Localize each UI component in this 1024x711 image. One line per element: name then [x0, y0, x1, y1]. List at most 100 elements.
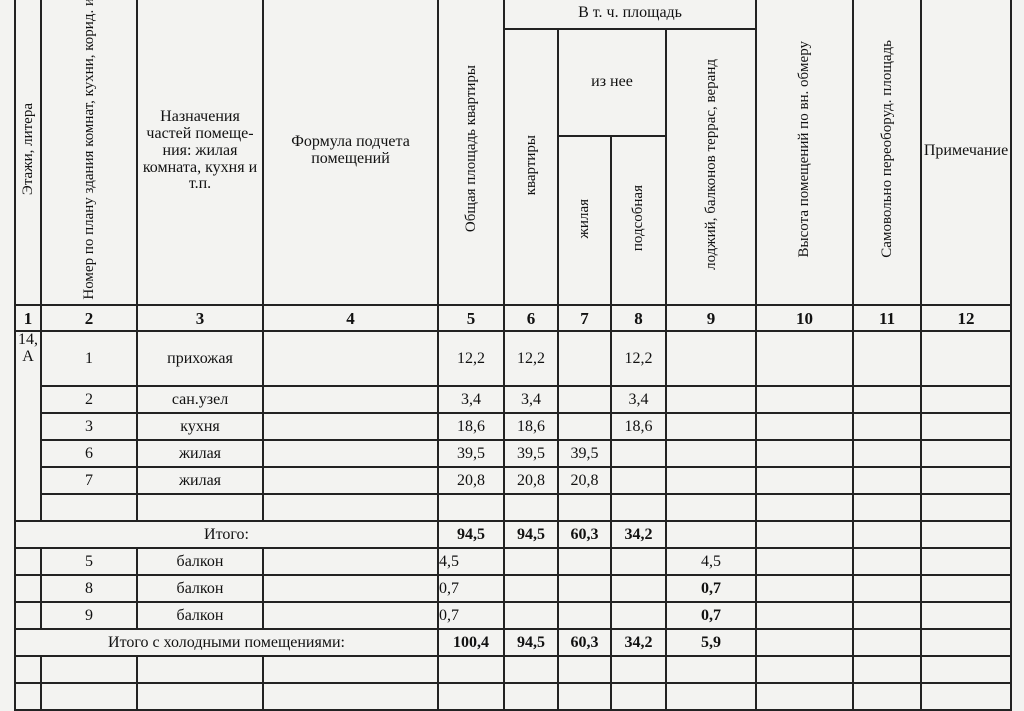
header-unauthorized: Самовольно переоборуд. площадь — [852, 0, 923, 307]
empty-cell — [755, 466, 855, 496]
empty-cell — [920, 466, 1013, 496]
table-row — [15, 493, 1013, 523]
aux-area: 18,6 — [610, 412, 667, 442]
empty-cell — [437, 655, 505, 685]
empty-cell — [136, 682, 264, 711]
empty-cell — [557, 682, 612, 711]
living-area — [557, 385, 612, 415]
empty-cell — [503, 655, 559, 685]
total-area: 3,4 — [437, 385, 505, 415]
col-num: 4 — [262, 304, 439, 333]
room-number: 5 — [40, 547, 138, 577]
room-name: жилая — [136, 439, 264, 469]
empty-cell — [664, 493, 758, 523]
header-total-area: Общая площадь квартиры — [437, 0, 505, 307]
header-group-area: В т. ч. площадь — [502, 0, 758, 30]
balcony-area: 0,7 — [664, 601, 758, 631]
table-row — [14, 655, 1013, 685]
room-name: жилая — [136, 466, 264, 496]
table-row: 7 жилая 20,8 20,8 20,8 — [15, 466, 1013, 496]
empty-cell — [262, 682, 439, 711]
empty-cell — [262, 439, 439, 469]
empty-cell — [852, 655, 923, 685]
total-area: 0,7 — [437, 601, 505, 631]
empty-cell — [852, 385, 923, 415]
balcony-area — [664, 330, 758, 388]
empty-cell — [920, 655, 1013, 685]
empty-cell — [136, 655, 264, 685]
grand-total-balcony: 5,9 — [664, 628, 758, 658]
balcony-area — [664, 412, 758, 442]
empty-cell — [755, 628, 855, 658]
header-note: Примечание — [920, 0, 1013, 307]
flat-area: 18,6 — [503, 412, 559, 442]
empty-cell — [664, 520, 758, 550]
empty-cell — [852, 520, 923, 550]
room-name: кухня — [136, 412, 264, 442]
total-area: 39,5 — [437, 439, 505, 469]
table-row: 14, А 1 прихожая 12,2 12,2 12,2 — [14, 330, 1013, 523]
column-numbers-row: 1 2 3 4 5 6 7 8 9 10 11 12 — [14, 304, 1013, 333]
room-number: 6 — [40, 439, 138, 469]
table-row: 3 кухня 18,6 18,6 18,6 — [15, 412, 1013, 442]
room-number: 1 — [40, 330, 138, 388]
subtotal-total: 94,5 — [437, 520, 505, 550]
empty-cell — [755, 547, 855, 577]
col-num: 1 — [14, 304, 42, 333]
empty-cell — [437, 682, 505, 711]
room-number: 2 — [40, 385, 138, 415]
room-area-table: Этажи, литера Номер по плану здания комн… — [14, 0, 1013, 711]
living-area: 39,5 — [557, 439, 612, 469]
col-num: 5 — [437, 304, 505, 333]
total-area: 20,8 — [437, 466, 505, 496]
table-row: Итого с холодными помещениями: 100,4 94,5 6… — [14, 628, 1013, 658]
table-row: 9 балкон 0,7 0,7 — [14, 601, 1013, 631]
empty-cell — [262, 601, 439, 631]
grand-total-total: 100,4 — [437, 628, 505, 658]
col-num: 9 — [664, 304, 758, 333]
empty-cell — [262, 385, 439, 415]
table-row: 8 балкон 0,7 0,7 — [14, 574, 1013, 604]
empty-cell — [503, 493, 559, 523]
empty-cell — [262, 547, 439, 577]
empty-cell — [755, 574, 855, 604]
room-number: 9 — [40, 601, 138, 631]
balcony-area — [664, 466, 758, 496]
header-height: Высота помещений по вн. обмеру — [755, 0, 855, 307]
empty-cell — [136, 493, 264, 523]
empty-cell — [610, 574, 667, 604]
room-number: 8 — [40, 574, 138, 604]
header-living: жилая — [557, 134, 612, 307]
room-name: балкон — [136, 547, 264, 577]
empty-cell — [920, 412, 1013, 442]
flat-area: 20,8 — [503, 466, 559, 496]
empty-cell — [755, 330, 855, 388]
header-of-which: из нее — [557, 28, 667, 137]
empty-cell — [262, 574, 439, 604]
empty-cell — [852, 439, 923, 469]
aux-area: 12,2 — [610, 330, 667, 388]
total-area: 0,7 — [437, 574, 505, 604]
empty-cell — [262, 412, 439, 442]
empty-cell — [920, 385, 1013, 415]
empty-cell — [14, 547, 42, 577]
flat-area: 39,5 — [503, 439, 559, 469]
room-number: 3 — [40, 412, 138, 442]
empty-cell — [755, 385, 855, 415]
room-name: балкон — [136, 601, 264, 631]
col-num: 10 — [755, 304, 855, 333]
living-area: 20,8 — [557, 466, 612, 496]
empty-cell — [557, 655, 612, 685]
empty-cell — [40, 655, 138, 685]
empty-cell — [664, 682, 758, 711]
empty-cell — [14, 655, 42, 685]
empty-cell — [610, 682, 667, 711]
empty-cell — [920, 682, 1013, 711]
total-area: 18,6 — [437, 412, 505, 442]
balcony-area: 0,7 — [664, 574, 758, 604]
empty-cell — [755, 601, 855, 631]
empty-cell — [14, 682, 42, 711]
grand-total-aux: 34,2 — [610, 628, 667, 658]
empty-cell — [503, 601, 559, 631]
empty-cell — [852, 601, 923, 631]
